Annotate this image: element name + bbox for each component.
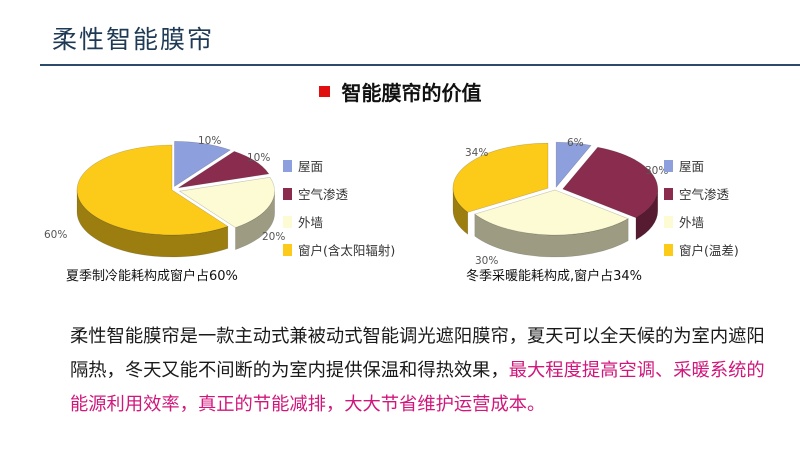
pie-data-label: 10% [247, 152, 270, 164]
description-paragraph: 柔性智能膜帘是一款主动式兼被动式智能调光遮阳膜帘，夏天可以全天候的为室内遮阳隔热… [70, 320, 770, 422]
legend-item: 屋面 [283, 160, 395, 188]
legend-item: 窗户(温差) [664, 244, 739, 272]
legend-item: 外墙 [664, 216, 739, 244]
legend-swatch [283, 160, 292, 172]
summer-legend: 屋面空气渗透外墙窗户(含太阳辐射) [283, 160, 395, 272]
summer-pie-chart: 10% 10% 20% 60% [44, 135, 285, 258]
pie-slice-side [235, 191, 275, 251]
winter-caption: 冬季采暖能耗构成,窗户占34% [466, 269, 643, 284]
description-highlight: 最大程度提高空调、采暖系统的能源利用效率，真正的节能减排，大大节省维护运营成本。 [70, 360, 765, 415]
pie-slice [178, 151, 270, 189]
section-heading: 智能膜帘的价值 [0, 77, 800, 106]
pie-data-label: 30% [645, 165, 668, 177]
summer-caption: 夏季制冷能耗构成窗户占60% [66, 269, 238, 284]
pie-slice [76, 144, 229, 236]
legend-swatch [664, 244, 673, 256]
legend-label: 屋面 [298, 159, 324, 174]
legend-item: 外墙 [283, 216, 395, 244]
pie-slice [562, 146, 658, 219]
winter-pie-chart: 6% 30% 30% 34% [452, 137, 668, 267]
pie-data-label: 60% [44, 229, 67, 241]
pie-slice [474, 189, 629, 236]
pie-slice-side [635, 189, 659, 241]
legend-item: 窗户(含太阳辐射) [283, 244, 395, 272]
pie-data-label: 6% [567, 137, 584, 149]
legend-swatch [664, 188, 673, 200]
description-normal: 柔性智能膜帘是一款主动式兼被动式智能调光遮阳膜帘，夏天可以全天候的为室内遮阳隔热… [70, 326, 765, 381]
pie-data-label: 10% [198, 135, 221, 147]
title-underline [40, 64, 800, 66]
legend-swatch [664, 216, 673, 228]
legend-swatch [283, 188, 292, 200]
winter-legend: 屋面空气渗透外墙窗户(温差) [664, 160, 739, 272]
pie-slice [555, 141, 592, 189]
legend-label: 空气渗透 [679, 187, 730, 202]
pie-slice [452, 142, 549, 213]
heading-text: 智能膜帘的价值 [341, 81, 482, 105]
legend-item: 屋面 [664, 160, 739, 188]
legend-label: 外墙 [298, 215, 324, 230]
heading-marker-icon [318, 86, 330, 97]
pie-data-label: 34% [465, 147, 488, 159]
pie-slice [178, 176, 275, 228]
legend-swatch [283, 244, 292, 256]
legend-label: 屋面 [679, 159, 705, 174]
slide-title: 柔性智能膜帘 [52, 25, 215, 54]
legend-label: 空气渗透 [298, 187, 349, 202]
legend-item: 空气渗透 [664, 188, 739, 216]
pie-slice [174, 141, 231, 187]
pie-data-label: 20% [262, 231, 285, 243]
legend-label: 窗户(含太阳辐射) [298, 243, 396, 258]
legend-label: 外墙 [679, 215, 705, 230]
pie-data-label: 30% [475, 255, 498, 267]
legend-swatch [283, 216, 292, 228]
legend-swatch [664, 160, 673, 172]
legend-item: 空气渗透 [283, 188, 395, 216]
legend-label: 窗户(温差) [679, 243, 739, 258]
